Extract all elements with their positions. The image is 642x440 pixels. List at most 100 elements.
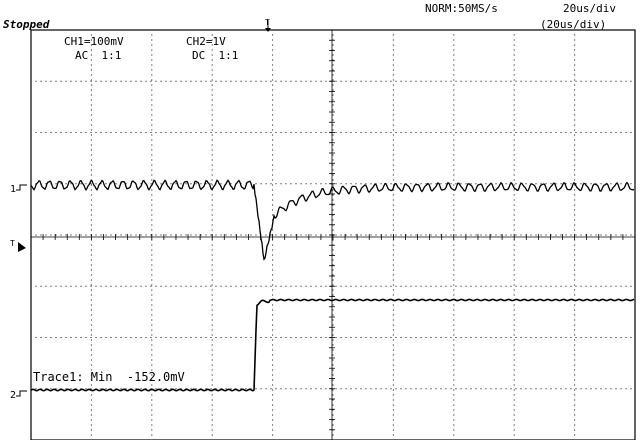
grid-dot: [272, 184, 274, 186]
grid-dot: [195, 285, 197, 287]
grid-dot: [455, 80, 457, 82]
grid-dot: [90, 299, 92, 301]
grid-dot: [211, 264, 213, 266]
grid-dot: [513, 214, 515, 216]
grid-dot: [185, 132, 187, 133]
grid-dot: [513, 199, 515, 201]
ch1-scale: CH1=100mV: [64, 35, 124, 48]
grid-dot: [513, 179, 515, 181]
grid-dot: [272, 274, 274, 276]
grid-dot: [270, 80, 272, 82]
grid-dot: [513, 389, 515, 391]
grid-dot: [575, 388, 577, 390]
grid-dot: [440, 285, 442, 287]
grid-dot: [151, 219, 153, 221]
grid-dot: [495, 132, 497, 133]
grid-dot: [130, 80, 132, 82]
grid-dot: [332, 389, 334, 391]
grid-dot: [370, 132, 372, 133]
grid-dot: [513, 54, 515, 56]
grid-dot: [195, 388, 197, 390]
grid-dot: [90, 334, 92, 336]
grid-dot: [392, 89, 394, 91]
grid-dot: [170, 388, 172, 390]
grid-dot: [260, 132, 262, 133]
grid-dot: [211, 404, 213, 406]
grid-dot: [332, 179, 334, 181]
grid-dot: [235, 80, 237, 82]
grid-dot: [574, 319, 576, 321]
grid-dot: [574, 94, 576, 96]
grid-dot: [170, 132, 172, 133]
grid-dot: [392, 34, 394, 36]
grid-dot: [220, 234, 222, 236]
grid-dot: [395, 234, 397, 236]
grid-dot: [140, 337, 142, 338]
grid-dot: [90, 374, 92, 376]
grid-dot: [510, 132, 512, 133]
grid-dot: [590, 388, 592, 390]
grid-dot: [145, 337, 147, 338]
grid-dot: [90, 369, 92, 371]
grid-dot: [211, 284, 213, 286]
grid-dot: [211, 419, 213, 421]
grid-dot: [325, 80, 327, 82]
grid-dot: [35, 285, 37, 287]
grid-dot: [574, 169, 576, 171]
grid-dot: [90, 214, 92, 216]
grid-dot: [605, 388, 607, 390]
grid-dot: [574, 144, 576, 146]
grid-dot: [150, 285, 152, 287]
grid-dot: [574, 224, 576, 226]
grid-dot: [211, 174, 213, 176]
grid-dot: [260, 337, 262, 338]
grid-dot: [255, 234, 257, 236]
grid-dot: [315, 285, 317, 287]
grid-dot: [332, 124, 334, 126]
grid-dot: [525, 337, 527, 338]
grid-dot: [211, 104, 213, 106]
grid-dot: [513, 164, 515, 166]
grid-dot: [90, 434, 92, 436]
grid-dot: [513, 384, 515, 386]
grid-dot: [574, 424, 576, 426]
grid-dot: [211, 289, 213, 291]
grid-dot: [500, 234, 502, 236]
grid-dot: [574, 149, 576, 151]
grid-dot: [392, 74, 394, 76]
grid-dot: [453, 414, 455, 416]
grid-dot: [335, 285, 337, 287]
grid-dot: [574, 314, 576, 316]
grid-dot: [275, 285, 277, 287]
grid-dot: [90, 139, 92, 141]
ch2-scale: CH2=1V: [186, 35, 226, 48]
grid-dot: [530, 337, 532, 338]
grid-dot: [453, 309, 455, 311]
grid-dot: [574, 349, 576, 351]
grid-dot: [305, 337, 307, 338]
grid-dot: [151, 114, 153, 116]
grid-dot: [320, 337, 322, 338]
grid-dot: [275, 337, 277, 338]
grid-dot: [285, 285, 287, 287]
grid-dot: [90, 344, 92, 346]
grid-dot: [590, 337, 592, 338]
grid-dot: [332, 54, 334, 56]
grid-dot: [513, 404, 515, 406]
grid-dot: [340, 183, 342, 185]
grid-dot: [574, 164, 576, 166]
grid-dot: [574, 124, 576, 126]
grid-dot: [120, 285, 122, 287]
grid-dot: [195, 234, 197, 236]
grid-dot: [55, 132, 57, 133]
grid-dot: [60, 183, 62, 185]
grid-dot: [453, 154, 455, 156]
grid-dot: [275, 132, 277, 133]
grid-dot: [272, 409, 274, 411]
grid-dot: [80, 80, 82, 82]
grid-dot: [513, 349, 515, 351]
grid-dot: [365, 285, 367, 287]
grid-dot: [272, 329, 274, 331]
grid-dot: [513, 39, 515, 41]
grid-dot: [272, 84, 274, 86]
